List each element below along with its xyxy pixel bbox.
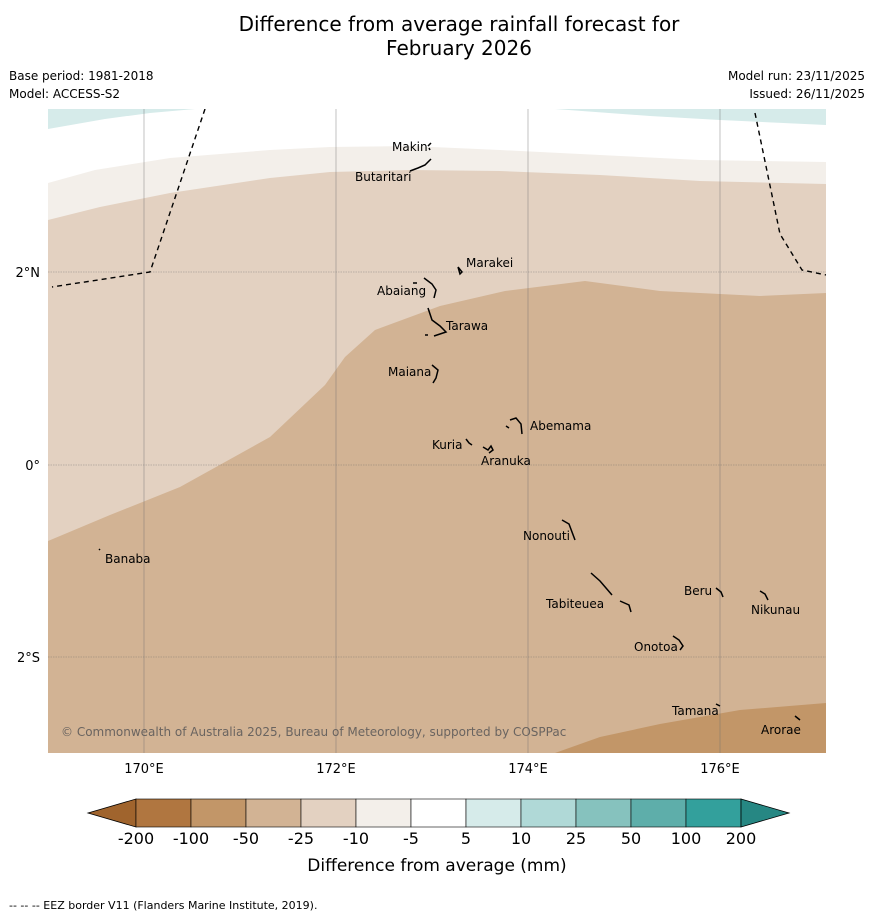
- model-name: Model: ACCESS-S2: [9, 87, 121, 101]
- band-light-blue-left: [48, 109, 195, 129]
- colorbar-block: [135, 798, 192, 828]
- lat-label-0: 0°: [25, 459, 40, 474]
- lon-label-174e: 174°E: [508, 762, 548, 777]
- place-label-banaba: Banaba: [105, 552, 151, 566]
- abaiang-outline: [413, 277, 437, 299]
- kuria-outline: [465, 438, 473, 446]
- lat-label-2n: 2°N: [16, 266, 41, 281]
- tamana-outline: [715, 703, 721, 707]
- colorbar-tick-label: 25: [566, 829, 586, 848]
- issued-date: Issued: 26/11/2025: [749, 87, 865, 101]
- colorbar-tick-label: 100: [671, 829, 702, 848]
- maiana-outline: [431, 364, 439, 384]
- lon-label-172e: 172°E: [316, 762, 356, 777]
- lat-label-2s: 2°S: [17, 651, 40, 666]
- colorbar-tick-label: -5: [403, 829, 419, 848]
- place-label-abaiang: Abaiang: [377, 284, 426, 298]
- onotoa-outline: [672, 635, 684, 651]
- colorbar-block: [465, 798, 522, 828]
- band-minus-25: [48, 281, 826, 753]
- longitude-labels: 170°E 172°E 174°E 176°E: [124, 762, 740, 777]
- colorbar-tick-label: -50: [233, 829, 259, 848]
- colorbar-block: [410, 798, 467, 828]
- colorbar-tick-label: -25: [288, 829, 314, 848]
- colorbar-tick-label: 50: [621, 829, 641, 848]
- colorbar-block: [520, 798, 577, 828]
- place-labels: Makin Butaritari Marakei Abaiang Tarawa …: [105, 140, 801, 737]
- colorbar-tick-label: -200: [118, 829, 154, 848]
- abemama-outline: [505, 417, 523, 435]
- colorbar-block: [630, 798, 687, 828]
- colorbar-block: [300, 798, 357, 828]
- map-panel: Makin Butaritari Marakei Abaiang Tarawa …: [48, 109, 826, 753]
- lon-label-176e: 176°E: [700, 762, 740, 777]
- lon-label-170e: 170°E: [124, 762, 164, 777]
- banaba-outline: [98, 548, 101, 551]
- band-light-blue-right: [555, 109, 826, 125]
- place-label-nonouti: Nonouti: [523, 529, 570, 543]
- place-label-tabiteuea: Tabiteuea: [545, 597, 604, 611]
- colorbar: -200 -100 -50 -25 -10 -5 5 10 25 50 100 200 Differe…: [86, 798, 791, 876]
- tarawa-outline: [425, 307, 448, 337]
- colorbar-extend-low: [86, 798, 137, 828]
- butaritari-outline: [409, 158, 432, 172]
- colorbar-tick-label: -10: [343, 829, 369, 848]
- eez-border: [51, 109, 826, 288]
- place-label-makin: Makin: [392, 140, 428, 154]
- place-label-maiana: Maiana: [388, 365, 431, 379]
- colorbar-ticks: -200 -100 -50 -25 -10 -5 5 10 25 50 100 200: [118, 829, 756, 848]
- colorbar-tick-label: 10: [511, 829, 531, 848]
- tabiteuea-outline: [590, 572, 632, 613]
- colorbar-extend-high: [740, 798, 791, 828]
- base-period: Base period: 1981-2018: [9, 69, 154, 83]
- colorbar-block: [355, 798, 412, 828]
- meta-right: Model run: 23/11/2025 Issued: 26/11/2025: [728, 67, 865, 103]
- place-label-kuria: Kuria: [432, 438, 463, 452]
- eez-footnote: -- -- -- EEZ border V11 (Flanders Marine…: [9, 899, 318, 912]
- model-run: Model run: 23/11/2025: [727, 69, 865, 83]
- place-label-tarawa: Tarawa: [445, 319, 488, 333]
- place-label-onotoa: Onotoa: [634, 640, 678, 654]
- title-line-1: Difference from average rainfall forecas…: [238, 12, 680, 36]
- nonouti-outline: [561, 519, 576, 541]
- nikunau-outline: [759, 590, 769, 601]
- colorbar-tick-label: 200: [726, 829, 757, 848]
- place-label-aranuka: Aranuka: [481, 454, 531, 468]
- aranuka-outline: [482, 444, 494, 454]
- colorbar-block: [685, 798, 742, 828]
- place-label-butaritari: Butaritari: [355, 170, 412, 184]
- colorbar-block: [575, 798, 632, 828]
- place-label-marakei: Marakei: [466, 256, 513, 270]
- latitude-labels: 2°N 0° 2°S: [16, 266, 41, 666]
- place-label-nikunau: Nikunau: [751, 603, 800, 617]
- beru-outline: [715, 587, 724, 598]
- colorbar-blocks: [86, 798, 791, 828]
- copyright-notice: © Commonwealth of Australia 2025, Bureau…: [61, 725, 566, 739]
- colorbar-block: [245, 798, 302, 828]
- place-label-tamana: Tamana: [671, 704, 719, 718]
- meta-left: Base period: 1981-2018 Model: ACCESS-S2: [9, 67, 154, 103]
- colorbar-tick-label: 5: [461, 829, 471, 848]
- band-minus-50: [555, 703, 826, 753]
- island-outlines: [98, 142, 801, 721]
- place-label-abemama: Abemama: [530, 419, 591, 433]
- place-label-beru: Beru: [684, 584, 712, 598]
- makin-outline: [427, 142, 432, 151]
- title-line-2: February 2026: [386, 36, 532, 60]
- map-title: Difference from average rainfall forecas…: [0, 12, 873, 60]
- marakei-outline: [457, 266, 464, 276]
- arorae-outline: [794, 715, 801, 721]
- colorbar-tick-label: -100: [173, 829, 209, 848]
- graticule: [48, 109, 826, 753]
- colorbar-title: Difference from average (mm): [307, 856, 566, 876]
- colorbar-block: [190, 798, 247, 828]
- place-label-arorae: Arorae: [761, 723, 801, 737]
